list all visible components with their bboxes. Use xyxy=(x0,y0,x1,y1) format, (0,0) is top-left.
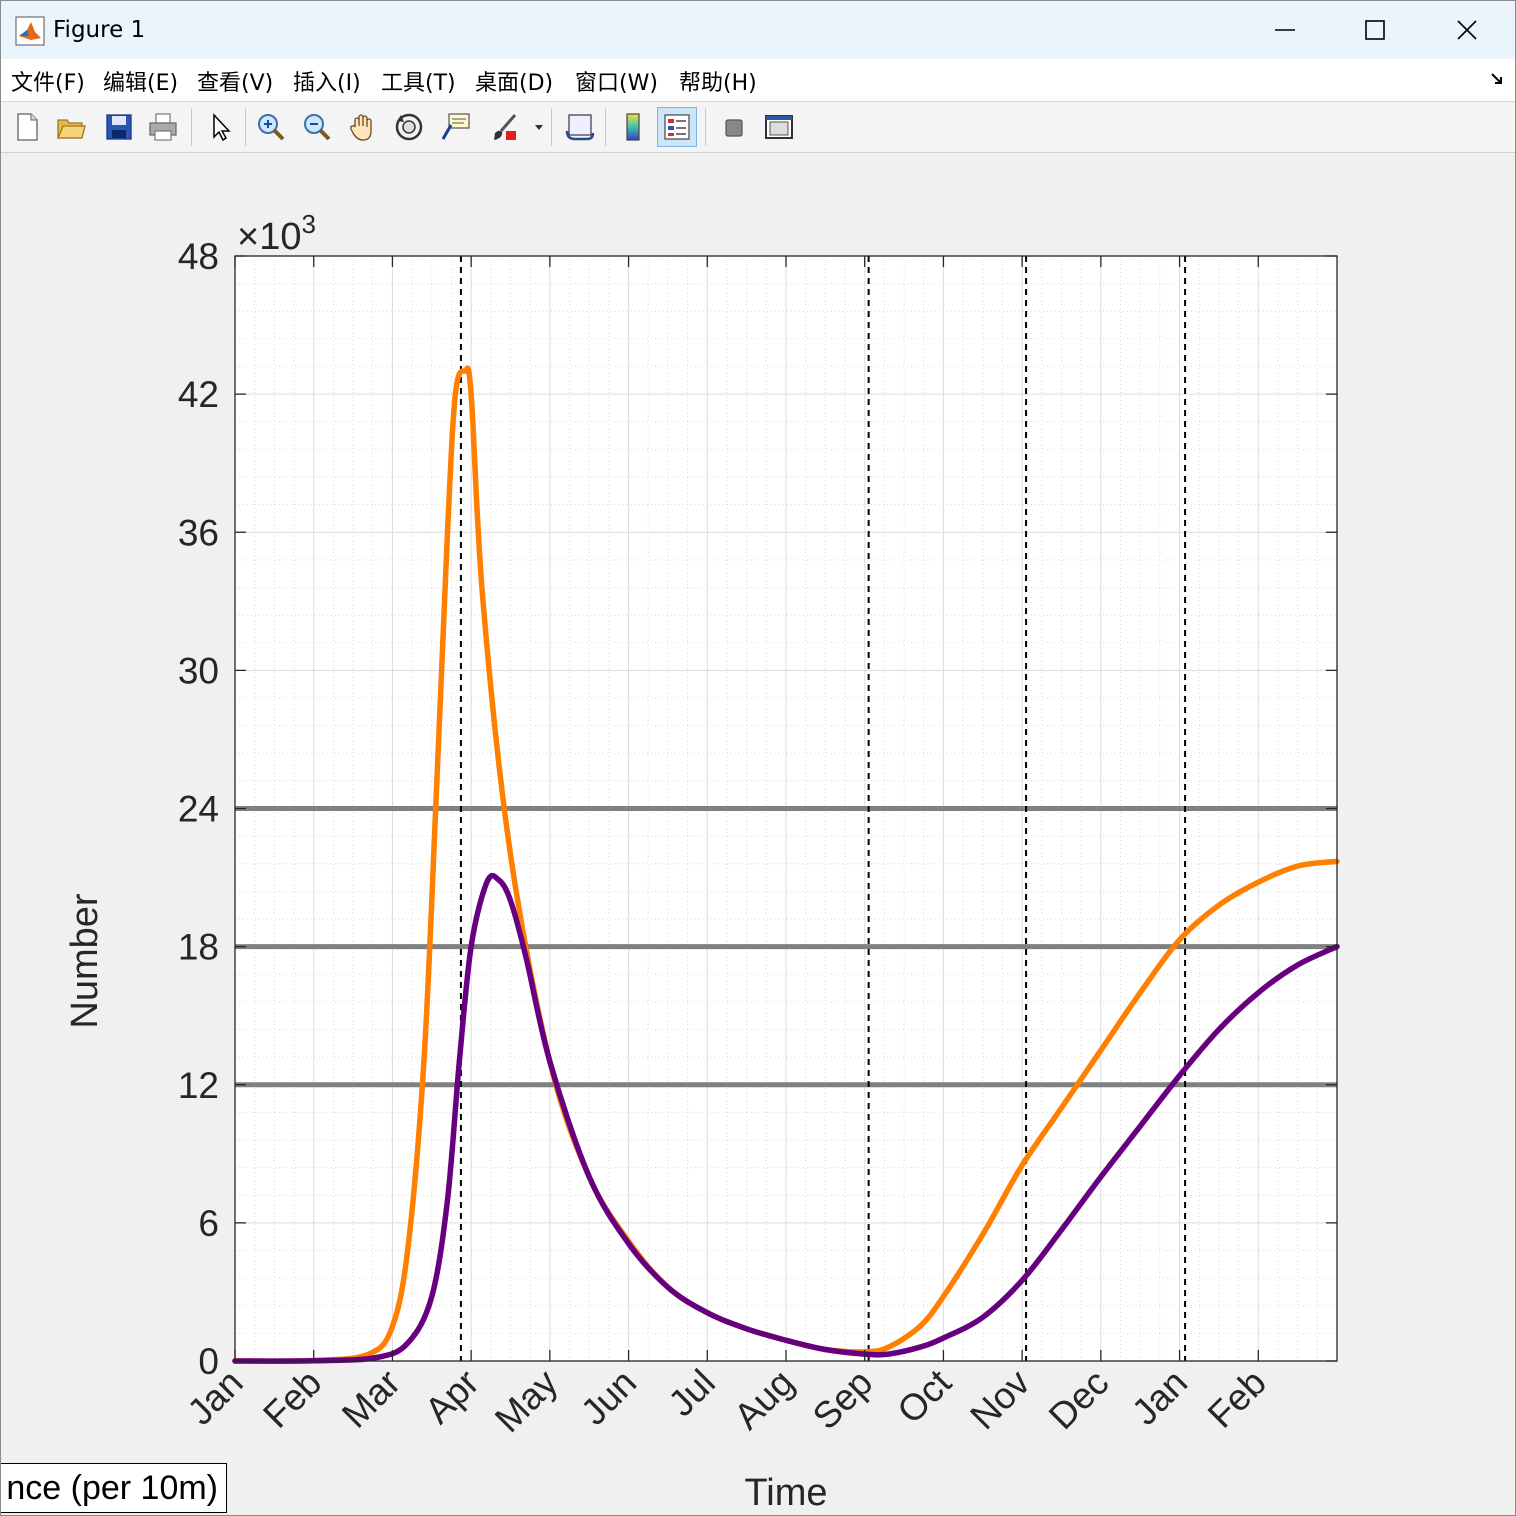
zoom-out-icon xyxy=(304,114,331,141)
link-plot-button[interactable] xyxy=(559,107,599,147)
menu-tools[interactable]: 工具(T) xyxy=(381,71,456,96)
y-tick-label: 36 xyxy=(178,512,219,553)
open-file-button[interactable] xyxy=(51,107,91,147)
print-icon xyxy=(149,113,177,141)
data-cursor-button[interactable] xyxy=(435,107,475,147)
y-tick-label: 48 xyxy=(178,236,219,277)
new-figure-icon xyxy=(17,113,38,141)
menu-edit[interactable]: 编辑(E) xyxy=(103,71,179,96)
open-file-icon xyxy=(57,119,86,139)
x-axis-label: Time xyxy=(744,1472,827,1514)
colorbar-button[interactable] xyxy=(613,107,653,147)
link-plot-icon xyxy=(565,114,595,141)
data-cursor-icon xyxy=(441,113,470,140)
brush-button[interactable] xyxy=(485,107,525,147)
close-icon xyxy=(1457,20,1477,40)
y-tick-label: 42 xyxy=(178,374,219,415)
zoom-out-button[interactable] xyxy=(297,107,337,147)
x-tick-label: Feb xyxy=(1200,1362,1274,1436)
threshold-lines xyxy=(235,806,1337,1088)
menu-view[interactable]: 查看(V) xyxy=(197,71,274,96)
x-tick-label: Aug xyxy=(726,1362,802,1438)
brush-icon xyxy=(494,114,517,140)
legend-button[interactable] xyxy=(657,107,697,147)
close-button[interactable] xyxy=(1421,1,1513,59)
x-tick-label: Jul xyxy=(660,1362,722,1424)
menu-file[interactable]: 文件(F) xyxy=(11,71,85,96)
x-tick-label: Mar xyxy=(334,1362,408,1436)
show-plot-tools-icon xyxy=(765,115,793,139)
show-plot-tools-button[interactable] xyxy=(759,107,799,147)
y-tick-label: 18 xyxy=(178,927,219,968)
legend-icon xyxy=(664,114,690,140)
maximize-icon xyxy=(1365,20,1385,40)
dock-arrow-icon[interactable] xyxy=(1489,71,1505,87)
x-tick-label: Apr xyxy=(417,1362,487,1432)
hide-plot-tools-button[interactable] xyxy=(713,107,753,147)
x-tick-label: Jan xyxy=(1124,1362,1195,1433)
x-tick-label: Oct xyxy=(889,1361,959,1431)
y-tick-label: 0 xyxy=(198,1341,219,1382)
menu-bar: 文件(F) 编辑(E) 查看(V) 插入(I) 工具(T) 桌面(D) 窗口(W… xyxy=(1,59,1515,102)
menu-window[interactable]: 窗口(W) xyxy=(575,71,658,96)
new-figure-button[interactable] xyxy=(7,107,47,147)
dashed-marker-lines xyxy=(459,256,1187,1361)
zoom-in-button[interactable] xyxy=(251,107,291,147)
pan-button[interactable] xyxy=(343,107,383,147)
x-tick-label: May xyxy=(487,1361,566,1440)
save-button[interactable] xyxy=(99,107,139,147)
y-tick-label: 24 xyxy=(178,789,219,830)
series-line-2 xyxy=(232,872,1340,1364)
y-tick-label: 12 xyxy=(178,1065,219,1106)
minimize-button[interactable] xyxy=(1239,1,1331,59)
y-exponent-label: ×103 xyxy=(237,209,316,258)
rotate-3d-icon xyxy=(395,113,423,141)
maximize-button[interactable] xyxy=(1329,1,1421,59)
series-lines xyxy=(232,365,1340,1364)
title-bar: Figure 1 xyxy=(1,1,1515,59)
x-tick-labels: Jan Feb Mar Apr May Jun Jul Aug Sep Oct Nov Dec Jan F… xyxy=(179,1361,1273,1440)
zoom-in-icon xyxy=(258,114,285,141)
tick-marks xyxy=(234,255,1337,1362)
menu-insert[interactable]: 插入(I) xyxy=(293,71,361,96)
x-tick-label: Sep xyxy=(805,1362,881,1438)
menu-help[interactable]: 帮助(H) xyxy=(679,71,757,96)
pointer-icon xyxy=(213,113,231,142)
x-tick-label: Feb xyxy=(255,1362,329,1436)
chevron-down-icon[interactable] xyxy=(533,122,545,132)
colorbar-icon xyxy=(626,113,640,141)
pan-icon xyxy=(350,114,372,141)
figure-toolbar xyxy=(1,102,1515,153)
legend-box[interactable]: nce (per 10m) xyxy=(1,1463,227,1513)
y-axis-label: Number xyxy=(64,893,106,1028)
menu-desktop[interactable]: 桌面(D) xyxy=(475,71,554,96)
x-tick-label: Jan xyxy=(179,1362,250,1433)
save-icon xyxy=(106,114,132,140)
hide-plot-tools-icon xyxy=(725,119,743,137)
pointer-button[interactable] xyxy=(199,107,239,147)
y-tick-labels: 0 6 12 18 24 30 36 42 48 xyxy=(178,236,219,1382)
minimize-icon xyxy=(1275,29,1295,31)
y-tick-label: 6 xyxy=(198,1203,219,1244)
rotate-3d-button[interactable] xyxy=(389,107,429,147)
y-tick-label: 30 xyxy=(178,650,219,691)
x-tick-label: Dec xyxy=(1041,1362,1117,1438)
print-button[interactable] xyxy=(143,107,183,147)
figure-canvas: 0 6 12 18 24 30 36 42 48 Jan Feb Mar Apr May Jun Jul Au… xyxy=(1,153,1515,1515)
legend-text: nce (per 10m) xyxy=(6,1469,218,1507)
x-tick-label: Jun xyxy=(573,1362,644,1433)
window-title: Figure 1 xyxy=(53,17,146,43)
x-tick-label: Nov xyxy=(962,1361,1038,1437)
matlab-logo-icon xyxy=(15,16,45,46)
